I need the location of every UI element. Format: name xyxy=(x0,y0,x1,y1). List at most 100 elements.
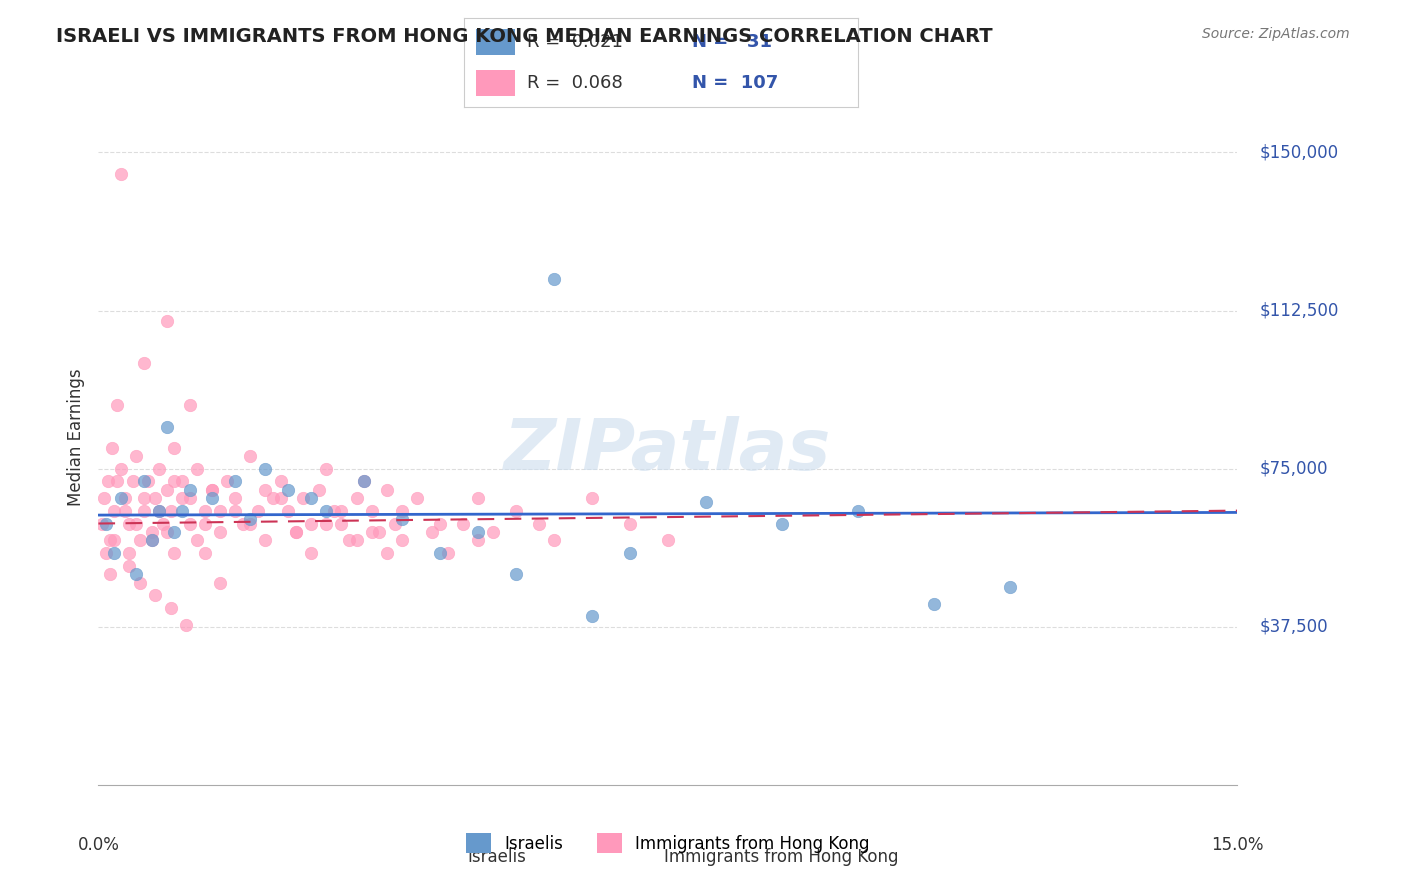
Point xyxy=(375,546,398,560)
Point xyxy=(346,533,368,548)
Point xyxy=(375,483,398,497)
Text: Israelis: Israelis xyxy=(468,847,526,865)
Y-axis label: Median Earnings: Median Earnings xyxy=(66,368,84,506)
Point xyxy=(299,516,322,531)
Point xyxy=(315,504,337,518)
Point xyxy=(292,491,315,506)
Point xyxy=(527,516,550,531)
Point xyxy=(429,546,451,560)
Point xyxy=(208,504,231,518)
Point xyxy=(360,524,382,539)
Point xyxy=(156,419,179,434)
Text: 15.0%: 15.0% xyxy=(1211,836,1264,854)
Point xyxy=(330,516,353,531)
Point xyxy=(254,483,277,497)
Point xyxy=(581,491,603,506)
Point xyxy=(125,516,148,531)
Point xyxy=(156,524,179,539)
Point xyxy=(451,516,474,531)
Point xyxy=(239,449,262,463)
Point xyxy=(208,524,231,539)
Point xyxy=(422,524,444,539)
Text: $75,000: $75,000 xyxy=(1260,459,1329,478)
Point xyxy=(98,533,121,548)
Text: 0.0%: 0.0% xyxy=(77,836,120,854)
Point xyxy=(194,516,217,531)
Text: ISRAELI VS IMMIGRANTS FROM HONG KONG MEDIAN EARNINGS CORRELATION CHART: ISRAELI VS IMMIGRANTS FROM HONG KONG MED… xyxy=(56,27,993,45)
Point xyxy=(118,546,141,560)
Point xyxy=(391,504,413,518)
FancyBboxPatch shape xyxy=(475,70,515,96)
Point xyxy=(179,491,201,506)
Point xyxy=(125,567,148,582)
Point xyxy=(107,475,129,489)
Legend: Israelis, Immigrants from Hong Kong: Israelis, Immigrants from Hong Kong xyxy=(460,827,876,860)
Point xyxy=(132,491,155,506)
Point xyxy=(581,609,603,624)
Point xyxy=(194,546,217,560)
Point xyxy=(505,567,527,582)
Point xyxy=(179,399,201,413)
Point xyxy=(179,516,201,531)
Point xyxy=(224,491,246,506)
Point xyxy=(94,546,117,560)
Point xyxy=(619,516,641,531)
Point xyxy=(224,475,246,489)
Text: R =  0.068: R = 0.068 xyxy=(527,74,623,92)
Point xyxy=(96,475,118,489)
Point xyxy=(114,504,136,518)
Point xyxy=(270,475,292,489)
Point xyxy=(315,516,337,531)
Text: N =  107: N = 107 xyxy=(692,74,779,92)
Point xyxy=(619,546,641,560)
Point xyxy=(156,314,179,328)
Point xyxy=(337,533,360,548)
Point xyxy=(277,483,299,497)
Point xyxy=(239,516,262,531)
Point xyxy=(299,491,322,506)
Point xyxy=(208,575,231,590)
Text: $150,000: $150,000 xyxy=(1260,144,1339,161)
Point xyxy=(201,491,224,506)
Point xyxy=(148,461,170,475)
Point xyxy=(98,567,121,582)
Point xyxy=(163,475,186,489)
Point xyxy=(170,475,193,489)
Point xyxy=(118,516,141,531)
Text: R =  0.021: R = 0.021 xyxy=(527,33,623,51)
Point xyxy=(239,512,262,526)
Point xyxy=(346,491,368,506)
Point xyxy=(103,546,125,560)
Point xyxy=(103,533,125,548)
Point xyxy=(170,491,193,506)
Point xyxy=(91,516,114,531)
Point xyxy=(94,516,117,531)
Text: Immigrants from Hong Kong: Immigrants from Hong Kong xyxy=(665,847,898,865)
Point xyxy=(118,558,141,573)
Point xyxy=(322,504,344,518)
Point xyxy=(186,461,208,475)
Point xyxy=(145,588,167,602)
Point xyxy=(145,491,167,506)
Point xyxy=(201,483,224,497)
Text: ZIPatlas: ZIPatlas xyxy=(505,417,831,485)
FancyBboxPatch shape xyxy=(475,29,515,55)
Point xyxy=(232,516,254,531)
Point xyxy=(93,491,115,506)
Point xyxy=(543,272,565,286)
Point xyxy=(846,504,869,518)
Point xyxy=(353,475,375,489)
Point xyxy=(384,516,406,531)
Point xyxy=(110,461,132,475)
Point xyxy=(360,504,382,518)
Point xyxy=(543,533,565,548)
Point xyxy=(132,475,155,489)
Point xyxy=(505,504,527,518)
Point xyxy=(482,524,505,539)
Point xyxy=(107,399,129,413)
Point xyxy=(467,533,489,548)
Point xyxy=(308,483,330,497)
Point xyxy=(467,491,489,506)
Point xyxy=(163,524,186,539)
Point xyxy=(224,504,246,518)
